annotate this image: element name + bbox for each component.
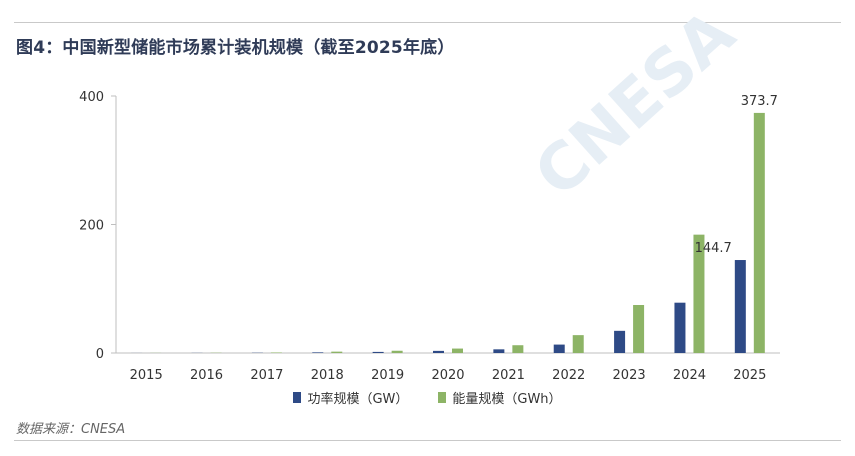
x-tick-label: 2018 [311, 368, 344, 383]
x-tick-label: 2016 [190, 368, 223, 383]
x-tick-label: 2017 [250, 368, 283, 383]
bar-energy [391, 350, 403, 353]
legend-item-energy: 能量规模（GWh） [438, 388, 562, 407]
legend-label-energy: 能量规模（GWh） [452, 392, 562, 407]
bar-power [674, 302, 686, 353]
y-tick-label: 0 [96, 347, 104, 362]
bottom-divider [14, 440, 841, 441]
bar-energy [693, 234, 705, 353]
top-divider [14, 22, 841, 23]
data-label: 144.7 [695, 241, 732, 256]
y-tick-label: 400 [79, 90, 104, 105]
bar-energy [331, 351, 343, 353]
x-tick-label: 2021 [492, 368, 525, 383]
x-tick-label: 2015 [130, 368, 163, 383]
bar-energy [512, 345, 524, 353]
bar-power [734, 260, 746, 353]
x-tick-label: 2022 [552, 368, 585, 383]
bar-energy [753, 112, 765, 353]
chart-legend: 功率规模（GW） 能量规模（GWh） [0, 388, 855, 407]
bar-energy [452, 348, 463, 353]
legend-swatch-energy [438, 392, 447, 403]
bar-energy [572, 335, 584, 353]
bar-power [614, 330, 626, 353]
source-note: 数据来源：CNESA [16, 422, 126, 437]
y-tick-label: 200 [79, 219, 104, 234]
bar-power [372, 351, 384, 353]
legend-item-power: 功率规模（GW） [293, 388, 408, 407]
bar-power [553, 344, 565, 353]
bar-power [312, 352, 324, 353]
bar-power [433, 350, 444, 353]
x-tick-label: 2025 [733, 368, 766, 383]
bar-energy [633, 305, 645, 353]
legend-label-power: 功率规模（GW） [307, 392, 409, 407]
data-label: 373.7 [741, 94, 778, 109]
x-tick-label: 2019 [371, 368, 404, 383]
legend-swatch-power [293, 392, 302, 403]
x-tick-label: 2020 [431, 368, 464, 383]
bar-energy [270, 352, 282, 353]
chart-title: 图4：中国新型储能市场累计装机规模（截至2025年底） [16, 38, 455, 58]
x-tick-label: 2023 [613, 368, 646, 383]
x-tick-label: 2024 [673, 368, 706, 383]
bar-power [493, 349, 505, 353]
